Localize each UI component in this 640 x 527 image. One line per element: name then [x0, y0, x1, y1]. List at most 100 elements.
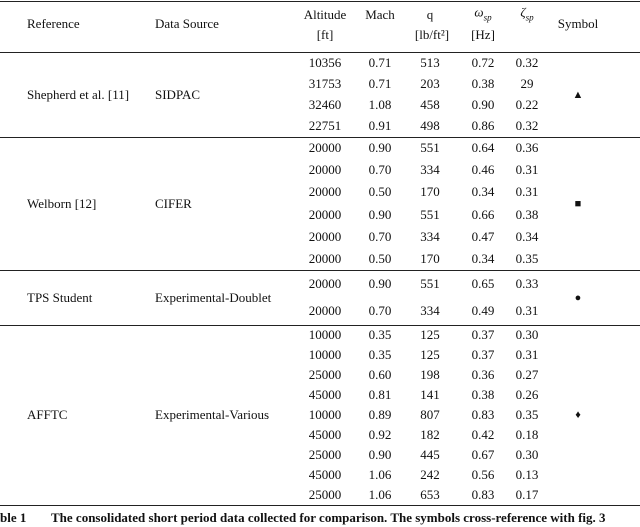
cell: 0.26: [515, 387, 539, 402]
cell: 125: [420, 327, 440, 342]
header: Reference: [27, 16, 80, 31]
cell: 0.37: [471, 327, 495, 342]
cell: 0.38: [471, 75, 495, 91]
cell: 170: [420, 250, 440, 266]
cell: 0.90: [368, 140, 392, 156]
header-unit: [Hz]: [471, 27, 495, 42]
cell: 513: [420, 54, 440, 70]
caption-text: The consolidated short period data colle…: [51, 510, 606, 525]
cell: 807: [420, 407, 440, 422]
cell: 1.06: [368, 467, 392, 482]
cell: 0.72: [471, 54, 495, 70]
header: Mach: [365, 7, 395, 22]
rule: [0, 52, 640, 53]
cell: 25000: [308, 447, 342, 462]
cell: 0.56: [471, 467, 495, 482]
reference: Welborn [12]: [27, 195, 97, 211]
cell: 182: [420, 427, 440, 442]
cell: 551: [420, 140, 440, 156]
header: Data Source: [155, 16, 219, 31]
cell: 0.17: [515, 487, 539, 502]
cell: 29: [520, 75, 534, 91]
cell: 551: [420, 275, 440, 291]
cell: 0.49: [471, 303, 495, 319]
cell: 141: [420, 387, 440, 402]
cell: 334: [420, 303, 440, 319]
symbol: ▲: [572, 88, 584, 101]
cell: 31753: [308, 75, 342, 91]
cell: 0.90: [368, 275, 392, 291]
cell: 45000: [308, 467, 342, 482]
cell: 0.22: [515, 97, 539, 113]
cell: 0.71: [368, 75, 392, 91]
cell: 0.38: [471, 387, 495, 402]
cell: 0.35: [368, 327, 392, 342]
cell: 198: [420, 367, 440, 382]
cell: 20000: [308, 303, 342, 319]
cell: 20000: [308, 275, 342, 291]
header: q: [426, 7, 434, 22]
cell: 0.31: [515, 347, 539, 362]
cell: 0.46: [471, 162, 495, 178]
cell: 0.36: [515, 140, 539, 156]
cell: 0.37: [471, 347, 495, 362]
cell: 1.08: [368, 97, 392, 113]
cell: 0.34: [515, 228, 539, 244]
cell: 0.89: [368, 407, 392, 422]
data-source: SIDPAC: [155, 86, 201, 102]
reference: AFFTC: [27, 407, 68, 422]
symbol: ●: [574, 291, 582, 304]
cell: 0.70: [368, 162, 392, 178]
cell: 20000: [308, 162, 342, 178]
cell: 10356: [308, 54, 342, 70]
top-rule: [0, 1, 640, 3]
cell: 0.32: [515, 54, 539, 70]
cell: 0.90: [368, 206, 392, 222]
header: Altitude: [303, 7, 347, 22]
cell: 0.13: [515, 467, 539, 482]
cell: 20000: [308, 206, 342, 222]
cell: 334: [420, 228, 440, 244]
cell: 0.33: [515, 275, 539, 291]
symbol: ■: [574, 197, 582, 210]
cell: 0.31: [515, 162, 539, 178]
header-unit: [lb/ft²]: [414, 27, 450, 42]
zeta-subscript: sp: [525, 12, 534, 23]
cell: 242: [420, 467, 440, 482]
header: Symbol: [557, 16, 599, 31]
cell: 0.64: [471, 140, 495, 156]
omega-subscript: sp: [483, 12, 492, 23]
cell: 0.90: [368, 447, 392, 462]
reference: Shepherd et al. [11]: [27, 86, 130, 102]
cell: 0.36: [471, 367, 495, 382]
cell: 0.47: [471, 228, 495, 244]
rule: [0, 325, 640, 326]
cell: 20000: [308, 228, 342, 244]
cell: 10000: [308, 347, 342, 362]
cell: 203: [420, 75, 440, 91]
cell: 551: [420, 206, 440, 222]
cell: 0.30: [515, 327, 539, 342]
cell: 0.35: [515, 407, 539, 422]
cell: 0.70: [368, 228, 392, 244]
cell: 0.30: [515, 447, 539, 462]
cell: 20000: [308, 250, 342, 266]
cell: 0.38: [515, 206, 539, 222]
cell: 10000: [308, 327, 342, 342]
cell: 22751: [308, 118, 342, 134]
cell: 32460: [308, 97, 342, 113]
cell: 25000: [308, 487, 342, 502]
cell: 0.42: [471, 427, 495, 442]
cell: 0.34: [471, 250, 495, 266]
cell: 0.92: [368, 427, 392, 442]
cell: 0.60: [368, 367, 392, 382]
zeta-symbol: ζ: [520, 4, 526, 20]
data-source: Experimental-Various: [155, 407, 270, 422]
cell: 0.86: [471, 118, 495, 134]
cell: 0.50: [368, 250, 392, 266]
symbol: ♦: [575, 409, 581, 421]
cell: 20000: [308, 140, 342, 156]
cell: 0.18: [515, 427, 539, 442]
cell: 10000: [308, 407, 342, 422]
